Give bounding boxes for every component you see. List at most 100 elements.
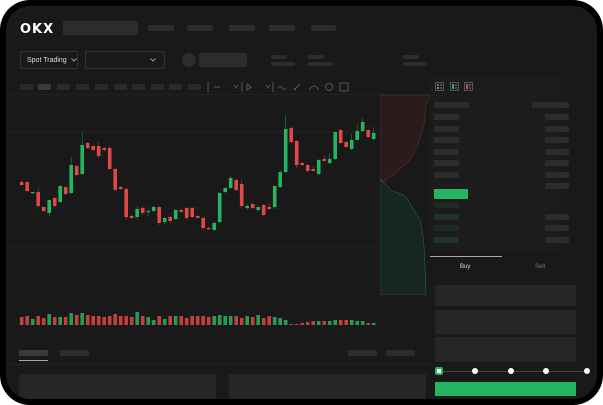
interval-button[interactable] [169,84,182,90]
ask-amount[interactable] [545,114,569,120]
candle-body [278,172,282,187]
search-box[interactable] [63,21,138,35]
candlestick-chart[interactable] [6,6,436,336]
volume-bar [355,321,359,325]
tab-sell[interactable]: Sell [535,264,546,270]
ask-price[interactable] [434,114,459,120]
volume-bar [113,314,117,325]
slider-stop-25[interactable] [472,368,478,374]
interval-button[interactable] [76,84,89,90]
candle-body [135,209,139,217]
orderbook-header-amount[interactable] [532,102,569,108]
volume-bar [283,320,288,325]
amount-input[interactable] [435,310,576,334]
orderbook-asks-icon [464,82,473,91]
volume-bar [135,312,139,325]
divider [6,94,430,95]
okx-logo[interactable]: OKX [20,22,55,37]
stat-value [403,62,427,66]
bid-price[interactable] [434,225,459,231]
ask-price[interactable] [434,160,459,166]
bid-price[interactable] [434,214,459,220]
interval-button-active[interactable] [38,84,51,90]
chevron-down-icon [233,84,239,89]
ask-price[interactable] [434,149,459,155]
volume-bar [344,320,348,325]
candle-body [250,204,255,208]
fullscreen-icon [339,82,349,92]
interval-button[interactable] [151,84,164,90]
bid-price[interactable] [434,202,459,208]
candle-body [96,146,101,156]
tab-order-history[interactable] [60,350,89,356]
stat-value [271,62,295,66]
orderbook-header-price[interactable] [434,102,469,108]
nav-item[interactable] [187,25,213,31]
volume-bar [41,318,46,325]
chevron-down-icon [150,58,156,62]
volume-bar [91,316,95,325]
ask-amount[interactable] [545,126,569,132]
volume-bar [179,316,183,325]
total-input[interactable] [435,337,576,362]
amount-slider-track[interactable] [440,371,588,372]
candle-body [289,128,293,142]
nav-item[interactable] [311,25,336,31]
interval-button[interactable] [188,84,201,90]
orderbook-view-toggle[interactable] [435,82,479,92]
buy-button[interactable] [435,382,576,396]
filter-button[interactable] [386,350,415,356]
candle-body [338,130,343,143]
nav-item[interactable] [148,25,174,31]
volume-bar [118,316,123,325]
slider-stop-75[interactable] [543,368,549,374]
volume-bar [338,320,343,325]
volume-bar [129,317,134,325]
candle-body [239,184,244,206]
price-input[interactable] [435,285,576,306]
slider-stop-50[interactable] [508,368,514,374]
volume-bar [322,321,326,325]
candle-body [272,186,277,207]
interval-button[interactable] [20,84,33,90]
interval-button[interactable] [57,84,70,90]
volume-bar [316,321,321,325]
interval-button[interactable] [132,84,145,90]
ask-price[interactable] [434,137,459,143]
candle-body [360,122,365,131]
candle-body [69,165,73,193]
slider-stop-100[interactable] [584,368,590,374]
volume-bar [294,324,299,325]
pair-select[interactable] [85,51,165,69]
ask-amount[interactable] [545,137,569,143]
ask-amount[interactable] [545,160,569,166]
bid-amount[interactable] [545,237,569,243]
ask-amount[interactable] [545,172,569,178]
bid-price[interactable] [434,237,459,243]
amount-slider-handle[interactable] [435,367,443,375]
candle-body [206,228,211,230]
ask-amount[interactable] [545,183,569,189]
ask-price[interactable] [434,126,459,132]
nav-item[interactable] [229,25,255,31]
candle-body [151,207,156,211]
tab-open-orders[interactable] [19,350,48,356]
candle-body [195,216,200,218]
candle-body [217,193,222,222]
candle-body [223,188,227,192]
bid-amount[interactable] [545,225,569,231]
ask-amount[interactable] [545,149,569,155]
candle-body [311,169,315,171]
market-type-select[interactable]: Spot Trading [20,51,78,69]
ask-price[interactable] [434,172,459,178]
bid-amount[interactable] [545,214,569,220]
tab-buy[interactable]: Buy [460,264,471,270]
depth-chart [380,95,430,295]
volume-bar [173,316,178,325]
filter-button[interactable] [348,350,377,356]
volume-bar [360,321,365,325]
nav-item[interactable] [269,25,295,31]
candle-body [140,208,145,213]
interval-button[interactable] [114,84,127,90]
interval-button[interactable] [95,84,108,90]
